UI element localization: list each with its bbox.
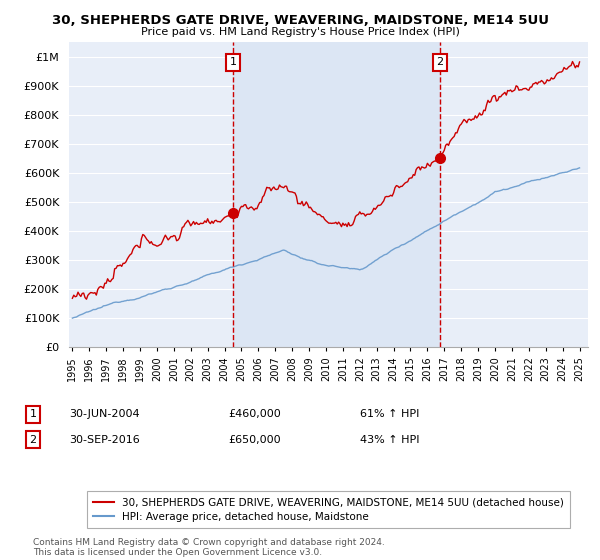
Text: Price paid vs. HM Land Registry's House Price Index (HPI): Price paid vs. HM Land Registry's House … <box>140 27 460 37</box>
Text: £460,000: £460,000 <box>228 409 281 419</box>
Text: 1: 1 <box>29 409 37 419</box>
Text: 30-SEP-2016: 30-SEP-2016 <box>69 435 140 445</box>
Legend: 30, SHEPHERDS GATE DRIVE, WEAVERING, MAIDSTONE, ME14 5UU (detached house), HPI: : 30, SHEPHERDS GATE DRIVE, WEAVERING, MAI… <box>87 492 570 528</box>
Text: 61% ↑ HPI: 61% ↑ HPI <box>360 409 419 419</box>
Text: 30-JUN-2004: 30-JUN-2004 <box>69 409 140 419</box>
Text: Contains HM Land Registry data © Crown copyright and database right 2024.
This d: Contains HM Land Registry data © Crown c… <box>33 538 385 557</box>
Text: 43% ↑ HPI: 43% ↑ HPI <box>360 435 419 445</box>
Text: 2: 2 <box>29 435 37 445</box>
Text: 1: 1 <box>229 57 236 67</box>
Text: 2: 2 <box>437 57 443 67</box>
Text: 30, SHEPHERDS GATE DRIVE, WEAVERING, MAIDSTONE, ME14 5UU: 30, SHEPHERDS GATE DRIVE, WEAVERING, MAI… <box>52 14 548 27</box>
Text: £650,000: £650,000 <box>228 435 281 445</box>
Bar <box>233 42 440 347</box>
